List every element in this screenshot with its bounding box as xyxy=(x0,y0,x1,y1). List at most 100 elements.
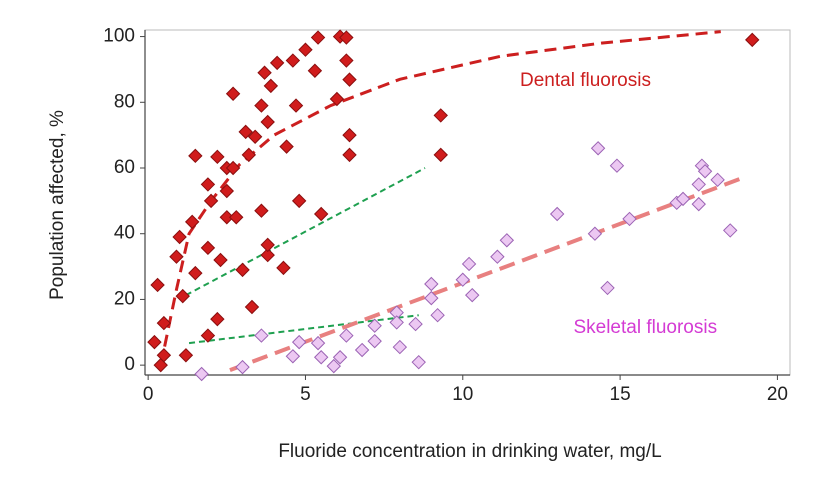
y-tick-label: 60 xyxy=(114,157,135,178)
data-point xyxy=(723,223,738,238)
data-point xyxy=(184,214,200,230)
data-point xyxy=(411,354,426,370)
data-point xyxy=(332,350,348,365)
data-point xyxy=(269,55,285,71)
data-point xyxy=(235,359,250,375)
data-point xyxy=(691,177,706,192)
data-point xyxy=(307,63,323,78)
data-point xyxy=(188,148,203,164)
x-tick-label: 5 xyxy=(300,384,311,405)
data-point xyxy=(200,240,216,256)
trend-line xyxy=(229,175,744,372)
data-point xyxy=(225,86,241,101)
data-point xyxy=(147,334,162,350)
data-point xyxy=(241,147,257,163)
data-point xyxy=(279,139,294,154)
data-point xyxy=(424,276,439,292)
data-point xyxy=(600,280,615,296)
trend-line xyxy=(188,314,419,345)
data-point xyxy=(310,30,326,45)
data-point xyxy=(175,288,190,304)
data-point xyxy=(188,265,203,281)
data-point xyxy=(203,193,219,209)
data-point xyxy=(260,237,275,253)
data-point xyxy=(499,233,515,248)
data-point xyxy=(263,78,279,94)
data-point xyxy=(194,366,209,382)
data-point xyxy=(153,357,168,373)
data-point xyxy=(244,299,260,315)
data-point xyxy=(549,206,565,222)
data-point xyxy=(339,30,354,45)
data-point xyxy=(288,98,304,113)
data-point xyxy=(150,277,165,293)
data-point xyxy=(461,256,477,272)
data-point xyxy=(172,229,187,245)
data-point xyxy=(354,342,370,358)
data-point xyxy=(235,262,250,278)
data-point xyxy=(424,290,439,306)
data-point xyxy=(455,272,470,287)
data-point xyxy=(210,149,225,165)
data-point xyxy=(313,350,329,365)
y-axis-label: Population affected, % xyxy=(47,110,68,300)
data-point xyxy=(691,196,706,212)
data-point xyxy=(342,72,357,87)
data-point xyxy=(408,316,423,332)
y-tick-label: 20 xyxy=(114,288,135,309)
x-tick-label: 0 xyxy=(143,384,154,405)
data-point xyxy=(200,328,216,343)
data-point xyxy=(697,164,713,179)
data-point xyxy=(342,147,357,163)
data-point xyxy=(326,358,341,374)
data-point xyxy=(285,53,301,68)
data-point xyxy=(433,108,448,123)
data-point xyxy=(291,193,307,209)
data-point xyxy=(156,348,172,363)
data-point xyxy=(260,247,275,263)
data-point xyxy=(219,183,235,199)
data-point xyxy=(254,98,269,113)
data-point xyxy=(310,335,326,351)
data-point xyxy=(257,65,272,80)
data-point xyxy=(745,32,760,48)
data-point xyxy=(339,328,354,343)
data-point xyxy=(229,210,244,225)
data-point xyxy=(675,191,691,207)
data-point xyxy=(590,141,606,156)
x-tick-label: 10 xyxy=(452,384,473,405)
data-point xyxy=(156,315,172,331)
annotation: Dental fluorosis xyxy=(520,70,651,91)
annotation: Skeletal fluorosis xyxy=(573,317,717,338)
data-point xyxy=(710,172,725,188)
data-point xyxy=(465,287,480,303)
data-point xyxy=(291,334,307,350)
x-tick-label: 15 xyxy=(610,384,631,405)
x-tick-label: 20 xyxy=(767,384,788,405)
data-point xyxy=(276,260,291,276)
data-point xyxy=(247,129,263,144)
data-point xyxy=(219,210,235,225)
data-point xyxy=(178,348,194,363)
data-point xyxy=(313,206,329,222)
data-point xyxy=(254,203,269,218)
trend-line xyxy=(159,30,721,366)
data-point xyxy=(490,249,505,264)
data-point xyxy=(225,160,241,176)
data-point xyxy=(213,252,228,268)
y-tick-label: 0 xyxy=(124,354,135,375)
data-point xyxy=(367,333,382,349)
data-point xyxy=(622,211,637,227)
data-point xyxy=(433,147,448,163)
trend-line xyxy=(185,167,426,297)
data-point xyxy=(339,53,354,68)
data-point xyxy=(298,42,313,57)
data-point xyxy=(430,307,445,323)
data-point xyxy=(200,177,216,192)
data-point xyxy=(260,114,275,130)
data-point xyxy=(285,349,301,364)
y-tick-label: 100 xyxy=(103,26,135,47)
data-point xyxy=(389,315,404,330)
data-point xyxy=(169,249,184,264)
